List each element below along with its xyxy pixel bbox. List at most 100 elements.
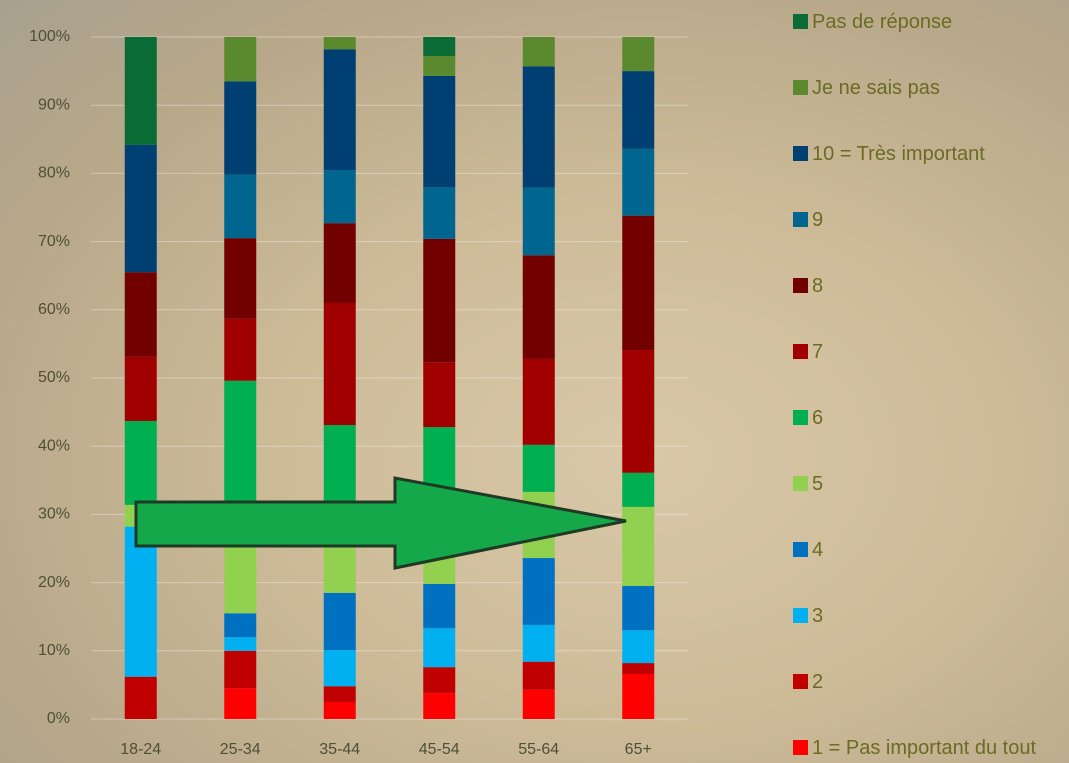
bar-segment (323, 592, 356, 651)
legend-label: 7 (812, 341, 824, 363)
bar-segment (423, 56, 456, 76)
x-tick-label: 45-54 (419, 741, 460, 758)
bar-segment (622, 215, 655, 351)
bar-segment (224, 81, 257, 175)
bar-segment (522, 624, 555, 662)
bar-segment (522, 187, 555, 256)
x-tick-label: 35-44 (319, 741, 360, 758)
y-tick-label: 80% (38, 165, 70, 182)
legend-label: 6 (812, 407, 824, 429)
bar-segment (323, 701, 356, 719)
bar-segment (622, 472, 655, 507)
bar-segment (323, 425, 356, 515)
y-tick-label: 60% (38, 301, 70, 318)
bar-segment (622, 663, 655, 674)
legend-label: 4 (812, 539, 824, 561)
bar-segment (423, 583, 456, 629)
bar-segment (224, 650, 257, 689)
x-tick-label: 25-34 (220, 741, 261, 758)
bar-segment (323, 169, 356, 224)
bar-segment (522, 661, 555, 690)
y-tick-label: 0% (47, 710, 70, 727)
bar-segment (124, 356, 157, 421)
bar-segment (622, 673, 655, 719)
y-tick-label: 90% (38, 96, 70, 113)
bar-segment (224, 318, 257, 381)
legend-item: 8 (793, 273, 1067, 299)
y-tick-label: 50% (38, 369, 70, 386)
bar-segment (423, 628, 456, 668)
bar-segment (622, 506, 655, 587)
bar-segment (124, 37, 157, 145)
bar-segment (224, 380, 257, 515)
legend-swatch (793, 740, 808, 755)
bar-segment (423, 362, 456, 428)
bar-segment (622, 586, 655, 631)
bar-segment (423, 693, 456, 719)
y-tick-label: 30% (38, 506, 70, 523)
legend-swatch (793, 608, 808, 623)
chart: 0% 10% 20% 30% 40% 50% 60% 70% 80% 90% 100% 18-24 25… (29, 28, 655, 759)
bar-segment (622, 71, 655, 149)
bar-segment (423, 187, 456, 239)
legend-swatch (793, 278, 808, 293)
arrow (134, 476, 627, 570)
y-tick-label: 100% (29, 28, 70, 45)
bar-segment (323, 650, 356, 687)
legend-label: 9 (812, 209, 824, 231)
bar-segment (124, 676, 157, 719)
bar-segment (323, 37, 356, 50)
legend-swatch (793, 674, 808, 689)
legend-swatch (793, 14, 808, 29)
legend-label: Pas de réponse (812, 11, 953, 33)
legend-label: 2 (812, 671, 824, 693)
legend-swatch (793, 146, 808, 161)
bar-segment (622, 148, 655, 216)
legend-label: Je ne sais pas (812, 77, 940, 99)
bar-segment (522, 66, 555, 188)
bar-segment (224, 174, 257, 239)
legend-swatch (793, 212, 808, 227)
bar-segment (522, 255, 555, 359)
bar-segment (224, 37, 257, 82)
bar-segment (423, 37, 456, 57)
bar-segment (423, 667, 456, 694)
bar-segment (622, 350, 655, 473)
legend-item: 9 (793, 207, 1067, 233)
legend-label: 8 (812, 275, 824, 297)
legend-item: 7 (793, 339, 1067, 365)
bar-segment (622, 37, 655, 72)
bar-segment (323, 302, 356, 426)
legend-label: 5 (812, 473, 824, 495)
legend-item: Je ne sais pas (793, 75, 1067, 101)
bar-segment (423, 75, 456, 188)
x-tick-label: 55-64 (518, 741, 559, 758)
bar-segment (124, 526, 157, 677)
legend-label: 1 = Pas important du tout (812, 737, 1037, 759)
y-tick-label: 10% (38, 642, 70, 659)
bar-segment (522, 358, 555, 445)
bar-segment (522, 444, 555, 492)
bar-segment (323, 223, 356, 303)
legend-swatch (793, 410, 808, 425)
legend-item: 10 = Très important (793, 141, 1067, 167)
bar-segment (522, 689, 555, 719)
bar-segment (522, 37, 555, 67)
legend-item: 2 (793, 669, 1067, 695)
bar-segment (622, 630, 655, 664)
legend-item: Pas de réponse (793, 9, 1067, 35)
bar-segment (224, 238, 257, 319)
bar-segment (323, 686, 356, 702)
legend-label: 10 = Très important (812, 143, 985, 165)
legend-swatch (793, 476, 808, 491)
bar-segment (124, 272, 157, 357)
legend-swatch (793, 542, 808, 557)
legend-item: 6 (793, 405, 1067, 431)
bar-segment (224, 613, 257, 638)
legend-item: 5 (793, 471, 1067, 497)
y-tick-label: 20% (38, 574, 70, 591)
y-tick-label: 40% (38, 437, 70, 454)
bar-segment (224, 637, 257, 651)
legend-swatch (793, 80, 808, 95)
